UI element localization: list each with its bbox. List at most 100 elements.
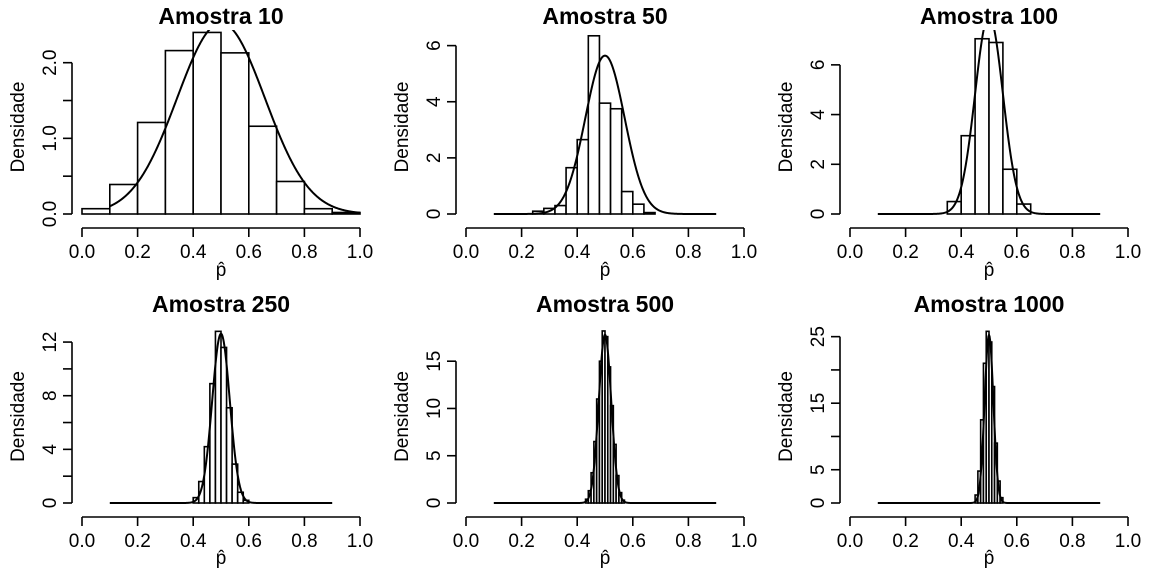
normal-density-curve <box>493 54 717 215</box>
x-tick-label: 0.4 <box>948 242 975 263</box>
y-tick-label: 2 <box>808 159 829 170</box>
histogram-bar <box>598 102 612 215</box>
plot-area <box>493 34 717 215</box>
x-tick-label: 1.0 <box>731 531 757 552</box>
histogram-panel: 0.0 0.2 0.4 0.6 0.8 1.0 0.0 1.0 2.0 Amostra 10 p̂ D… <box>8 3 373 281</box>
x-tick-label: 0.0 <box>69 242 95 263</box>
x-tick-label: 0.4 <box>180 242 207 263</box>
panel-title: Amostra 250 <box>152 291 290 317</box>
x-tick-label: 0.8 <box>1059 531 1085 552</box>
x-axis-label: p̂ <box>600 260 611 281</box>
y-tick-label: 10 <box>424 398 445 419</box>
y-tick-label: 2 <box>424 153 445 164</box>
x-tick-label: 1.0 <box>347 531 373 552</box>
y-tick-label: 4 <box>808 109 829 120</box>
x-tick-label: 0.8 <box>1059 242 1085 263</box>
x-tick-label: 0.6 <box>620 531 646 552</box>
x-tick-label: 0.8 <box>291 531 317 552</box>
y-axis: 0 2 4 6 <box>808 60 841 220</box>
histogram-panel: 0.0 0.2 0.4 0.6 0.8 1.0 0 2 4 6 Amostra 50 p̂ Densid… <box>392 3 757 281</box>
x-tick-label: 0.6 <box>1004 242 1030 263</box>
histogram-bar <box>231 463 239 504</box>
x-axis: 0.0 0.2 0.4 0.6 0.8 1.0 <box>837 227 1141 263</box>
histogram-bar <box>192 31 222 215</box>
x-axis: 0.0 0.2 0.4 0.6 0.8 1.0 <box>69 516 373 552</box>
x-tick-label: 0.6 <box>236 531 262 552</box>
histogram-panel: 0.0 0.2 0.4 0.6 0.8 1.0 0 5 15 25 Amostra 1000 p̂ De… <box>776 291 1141 569</box>
panel-title: Amostra 1000 <box>914 291 1065 317</box>
x-tick-label: 0.4 <box>564 242 591 263</box>
x-tick-label: 0.0 <box>453 242 479 263</box>
x-axis-label: p̂ <box>984 260 995 281</box>
y-tick-label: 6 <box>808 60 829 71</box>
y-axis: 0 5 10 15 <box>424 351 457 508</box>
x-tick-label: 0.0 <box>837 242 863 263</box>
plot-area <box>109 330 333 504</box>
x-tick-label: 0.8 <box>675 531 701 552</box>
histogram-bar <box>974 37 990 215</box>
y-axis-label: Densidade <box>392 371 413 462</box>
x-tick-label: 0.4 <box>564 531 591 552</box>
x-tick-label: 0.2 <box>124 242 150 263</box>
x-tick-label: 0.6 <box>236 242 262 263</box>
y-tick-label: 8 <box>40 390 61 401</box>
histogram-bar <box>620 190 634 215</box>
histogram-bar <box>275 180 306 215</box>
x-tick-label: 0.2 <box>892 531 918 552</box>
plot-area <box>81 30 361 215</box>
histogram-bar <box>225 406 233 504</box>
x-axis: 0.0 0.2 0.4 0.6 0.8 1.0 <box>837 516 1141 552</box>
y-tick-label: 15 <box>424 351 445 372</box>
histogram-bar <box>631 203 645 215</box>
x-axis-label: p̂ <box>984 548 995 569</box>
x-tick-label: 1.0 <box>731 242 757 263</box>
x-tick-label: 0.8 <box>675 242 701 263</box>
histogram-bar <box>587 34 601 215</box>
y-tick-label: 4 <box>40 444 61 455</box>
panel-title: Amostra 100 <box>920 3 1058 29</box>
y-axis-label: Densidade <box>776 371 797 462</box>
y-tick-label: 6 <box>424 40 445 51</box>
histogram-bar <box>331 211 361 215</box>
x-tick-label: 0.2 <box>892 242 918 263</box>
histogram-panel: 0.0 0.2 0.4 0.6 0.8 1.0 0 2 4 6 Amostra 100 p̂ Densi… <box>776 3 1141 281</box>
y-axis-label: Densidade <box>392 82 413 173</box>
x-tick-label: 1.0 <box>347 242 373 263</box>
x-tick-label: 0.2 <box>508 242 534 263</box>
x-axis-label: p̂ <box>216 260 227 281</box>
y-tick-label: 0 <box>808 498 829 509</box>
histogram-bar <box>1002 168 1018 215</box>
plot-area <box>877 30 1101 215</box>
x-tick-label: 1.0 <box>1115 242 1141 263</box>
histogram-bar <box>81 207 111 215</box>
x-axis: 0.0 0.2 0.4 0.6 0.8 1.0 <box>453 227 757 263</box>
y-axis-label: Densidade <box>776 82 797 173</box>
x-tick-label: 0.6 <box>620 242 646 263</box>
normal-density-curve <box>877 332 1101 504</box>
y-tick-label: 2.0 <box>40 49 61 75</box>
y-tick-label: 1.0 <box>40 125 61 151</box>
y-tick-label: 5 <box>808 464 829 475</box>
x-tick-label: 0.6 <box>1004 531 1030 552</box>
y-axis: 0.0 1.0 2.0 <box>40 49 73 227</box>
histogram-bar <box>220 346 228 504</box>
y-tick-label: 0 <box>808 209 829 220</box>
histogram-panel: 0.0 0.2 0.4 0.6 0.8 1.0 0 5 10 15 Amostra 500 p̂ Den… <box>392 291 757 569</box>
y-axis-label: Densidade <box>8 82 29 173</box>
histogram-bar <box>248 125 278 215</box>
x-axis: 0.0 0.2 0.4 0.6 0.8 1.0 <box>453 516 757 552</box>
y-tick-label: 12 <box>40 331 61 352</box>
normal-density-curve <box>877 30 1101 215</box>
y-tick-label: 15 <box>808 393 829 414</box>
x-tick-label: 1.0 <box>1115 531 1141 552</box>
panel-title: Amostra 10 <box>158 3 283 29</box>
normal-density-curve <box>109 332 333 504</box>
panel-title: Amostra 500 <box>536 291 674 317</box>
y-tick-label: 4 <box>424 96 445 107</box>
panel-title: Amostra 50 <box>542 3 667 29</box>
normal-density-curve <box>109 30 361 214</box>
y-tick-label: 25 <box>808 326 829 347</box>
x-axis: 0.0 0.2 0.4 0.6 0.8 1.0 <box>69 227 373 263</box>
x-tick-label: 0.0 <box>837 531 863 552</box>
